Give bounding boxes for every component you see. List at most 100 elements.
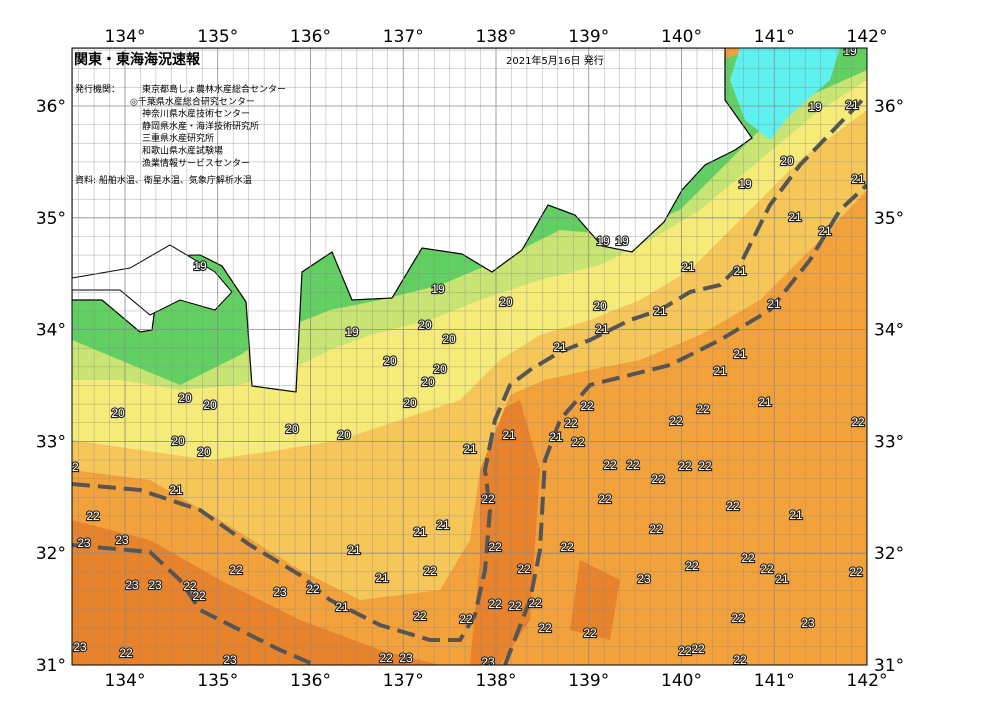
source: 資料: 船舶水温、衛星水温、気象庁解析水温 xyxy=(75,174,252,186)
kuroshio-path xyxy=(72,93,867,642)
isotherm-label: 21 xyxy=(653,304,667,318)
longitude-label: 138° xyxy=(476,27,517,47)
longitude-label: 134° xyxy=(105,671,146,691)
isotherm-label: 22 xyxy=(678,644,692,658)
latitude-label: 32° xyxy=(874,544,904,564)
grid xyxy=(72,48,867,665)
isotherm-label: 22 xyxy=(517,562,531,576)
isotherm-label: 21 xyxy=(549,430,563,444)
kuroshio-axis xyxy=(72,93,867,665)
isotherm-label: 22 xyxy=(413,609,427,623)
longitude-label: 141° xyxy=(754,27,795,47)
isotherm-label: 22 xyxy=(731,611,745,625)
isotherm-label: 22 xyxy=(481,492,495,506)
issue-date: 2021年5月16日 発行 xyxy=(506,54,604,67)
isotherm-label: 22 xyxy=(851,415,865,429)
longitude-label: 134° xyxy=(105,27,146,47)
isotherm-label: 21 xyxy=(789,508,803,522)
isotherm-label: 21 xyxy=(375,571,389,585)
isotherm-label: 20 xyxy=(403,396,417,410)
isotherm-label: 21 xyxy=(595,322,609,336)
isotherm-label: 20 xyxy=(383,354,397,368)
isotherm-label: 21 xyxy=(818,224,832,238)
isotherm-label: 22 xyxy=(580,399,594,413)
isotherm-label: 23 xyxy=(801,616,815,630)
isotherm-label: 22 xyxy=(733,653,747,667)
isotherm-label: 19 xyxy=(596,234,610,248)
isotherm-label: 23 xyxy=(223,653,237,667)
isotherm-label: 21 xyxy=(733,264,747,278)
isotherm-label: 21 xyxy=(733,347,747,361)
longitude-label: 135° xyxy=(197,671,238,691)
publisher: 神奈川県水産技術センター xyxy=(142,108,250,120)
isotherm-label: 21 xyxy=(413,525,427,539)
longitude-label: 139° xyxy=(568,27,609,47)
isotherm-label: 22 xyxy=(459,612,473,626)
isotherm-label: 23 xyxy=(637,572,651,586)
isotherm-label: 20 xyxy=(203,398,217,412)
isotherm-label: 22 xyxy=(65,460,79,474)
isotherm-label: 22 xyxy=(528,596,542,610)
isotherm-label: 23 xyxy=(481,655,495,669)
isotherm-label: 19 xyxy=(615,234,629,248)
longitude-label: 135° xyxy=(197,27,238,47)
isotherm-label: 20 xyxy=(111,406,125,420)
isotherm-label: 22 xyxy=(626,458,640,472)
isotherm-label: 22 xyxy=(192,589,206,603)
isotherm-label: 22 xyxy=(760,562,774,576)
isotherm-label: 21 xyxy=(169,483,183,497)
isotherm-label: 22 xyxy=(726,499,740,513)
publisher-label: 発行機関： xyxy=(75,83,120,95)
isotherm-label: 23 xyxy=(77,536,91,550)
isotherm-label: 20 xyxy=(197,445,211,459)
isotherm-label: 23 xyxy=(273,585,287,599)
isotherm-label: 22 xyxy=(649,522,663,536)
isotherm-label: 20 xyxy=(178,391,192,405)
isotherm-label: 22 xyxy=(183,579,197,593)
isotherm-label: 21 xyxy=(436,518,450,532)
isotherm-label: 20 xyxy=(442,332,456,346)
isotherm-label: 22 xyxy=(741,551,755,565)
longitude-label: 137° xyxy=(383,27,424,47)
kuroshio-path xyxy=(72,543,316,665)
isotherm-label: 21 xyxy=(553,340,567,354)
latitude-label: 33° xyxy=(874,432,904,452)
isotherm-label: 22 xyxy=(685,559,699,573)
isotherm-label: 21 xyxy=(767,297,781,311)
longitude-label: 137° xyxy=(383,671,424,691)
latitude-label: 34° xyxy=(36,321,66,341)
isotherm-label: 20 xyxy=(337,428,351,442)
isotherm-label: 21 xyxy=(713,364,727,378)
isotherm-label: 22 xyxy=(849,565,863,579)
isotherm-label: 22 xyxy=(691,642,705,656)
isotherm-label: 22 xyxy=(488,597,502,611)
isotherm-label: 21 xyxy=(775,572,789,586)
warm-zone xyxy=(72,400,620,665)
isotherm-label: 20 xyxy=(499,295,513,309)
isotherm-label: 22 xyxy=(583,626,597,640)
isotherm-label: 19 xyxy=(193,259,207,273)
publisher: 静岡県水産・海洋技術研究所 xyxy=(142,120,259,132)
isotherm-label: 19 xyxy=(843,44,857,58)
isotherm-label: 21 xyxy=(788,210,802,224)
kuroshio-path xyxy=(503,183,867,665)
publisher: 三重県水産研究所 xyxy=(142,132,214,144)
latitude-label: 31° xyxy=(874,656,904,676)
longitude-label: 136° xyxy=(290,27,331,47)
isotherm-label: 22 xyxy=(488,540,502,554)
latitude-label: 34° xyxy=(874,321,904,341)
isotherm-label: 22 xyxy=(571,435,585,449)
isotherm-label: 23 xyxy=(73,640,87,654)
isotherm-label: 22 xyxy=(669,414,683,428)
shikoku xyxy=(72,244,233,316)
isotherm-label: 22 xyxy=(119,646,133,660)
isotherm-label: 21 xyxy=(347,543,361,557)
isotherm-label: 20 xyxy=(780,154,794,168)
latitude-label: 32° xyxy=(36,544,66,564)
latitude-label: 35° xyxy=(36,209,66,229)
isotherm-label: 21 xyxy=(502,428,516,442)
publisher: 和歌山県水産試験場 xyxy=(142,145,223,157)
isotherm-label: 21 xyxy=(681,260,695,274)
